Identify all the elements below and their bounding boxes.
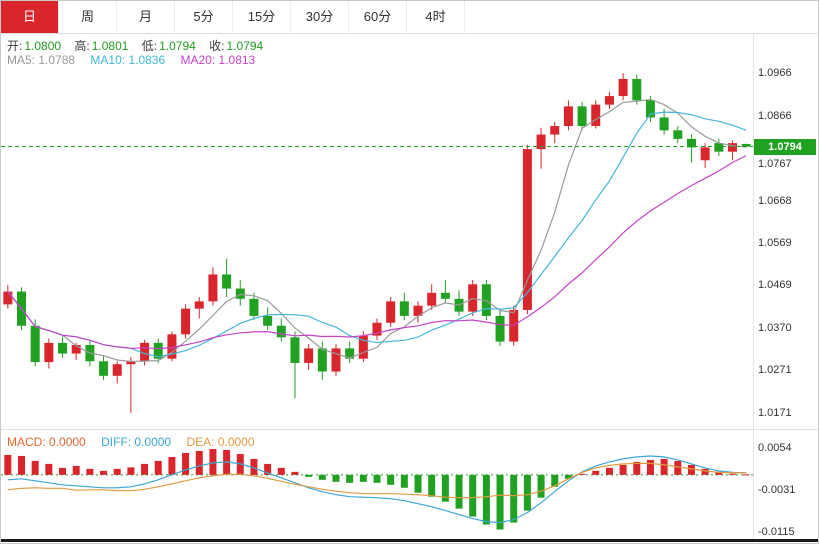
ma-info: MA5: 1.0788 MA10: 1.0836 MA20: 1.0813 bbox=[7, 53, 267, 67]
price-axis-label: 1.0966 bbox=[758, 67, 792, 79]
candlestick-macd-chart[interactable] bbox=[1, 33, 819, 544]
tab-week[interactable]: 周 bbox=[59, 1, 117, 33]
last-price-badge: 1.0794 bbox=[754, 139, 816, 155]
price-axis-label: 1.0767 bbox=[758, 158, 792, 170]
dea-readout: DEA: 0.0000 bbox=[186, 435, 255, 449]
macd-axis-label: -0.0031 bbox=[758, 484, 796, 496]
tab-month[interactable]: 月 bbox=[117, 1, 175, 33]
close-value: 1.0794 bbox=[226, 39, 264, 53]
price-axis-label: 1.0171 bbox=[758, 407, 792, 419]
tab-4hour[interactable]: 4时 bbox=[407, 1, 465, 33]
tab-5min[interactable]: 5分 bbox=[175, 1, 233, 33]
high-label: 高: bbox=[74, 39, 90, 53]
tab-15min[interactable]: 15分 bbox=[233, 1, 291, 33]
price-axis-label: 1.0370 bbox=[758, 322, 792, 334]
low-value: 1.0794 bbox=[159, 39, 196, 53]
tab-60min[interactable]: 60分 bbox=[349, 1, 407, 33]
macd-axis-label: 0.0054 bbox=[758, 442, 792, 454]
close-label: 收: bbox=[209, 39, 225, 53]
tab-30min[interactable]: 30分 bbox=[291, 1, 349, 33]
price-axis-label: 1.0469 bbox=[758, 279, 792, 291]
price-axis-label: 1.0866 bbox=[758, 110, 792, 122]
low-label: 低: bbox=[141, 39, 158, 53]
macd-info: MACD: 0.0000 DIFF: 0.0000 DEA: 0.0000 bbox=[7, 435, 267, 449]
ma10-readout: MA10: 1.0836 bbox=[90, 53, 166, 67]
price-axis-label: 1.0668 bbox=[758, 195, 792, 207]
high-value: 1.0801 bbox=[91, 39, 129, 53]
timeframe-toolbar: 日 周 月 5分 15分 30分 60分 4时 bbox=[1, 1, 818, 34]
tab-day[interactable]: 日 bbox=[1, 1, 59, 33]
ma20-readout: MA20: 1.0813 bbox=[180, 53, 256, 67]
macd-axis-label: -0.0115 bbox=[758, 526, 795, 538]
open-label: 开: bbox=[7, 39, 23, 53]
ohlc-info: 开: 1.0800 高: 1.0801 低: 1.0794 收: 1.0794 bbox=[7, 37, 263, 54]
price-axis-label: 1.0569 bbox=[758, 237, 792, 249]
diff-readout: DIFF: 0.0000 bbox=[101, 435, 172, 449]
macd-readout: MACD: 0.0000 bbox=[7, 435, 86, 449]
chart-area: 开: 1.0800 高: 1.0801 低: 1.0794 收: 1.0794 MA5:… bbox=[1, 33, 819, 544]
open-value: 1.0800 bbox=[24, 39, 62, 53]
price-axis-label: 1.0271 bbox=[758, 364, 792, 376]
ma5-readout: MA5: 1.0788 bbox=[7, 53, 76, 67]
